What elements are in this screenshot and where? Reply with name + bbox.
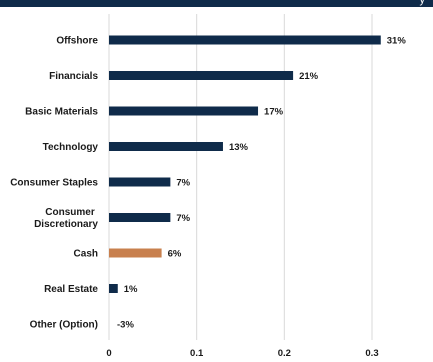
bar-2 xyxy=(109,106,259,116)
category-label-6: Cash xyxy=(74,249,98,260)
value-label-5: 7% xyxy=(176,213,190,224)
category-label-4: Consumer Staples xyxy=(10,178,98,189)
category-label-2: Basic Materials xyxy=(25,107,98,118)
bar-4 xyxy=(109,177,171,187)
header-fragment-text: y xyxy=(419,0,426,6)
value-label-2: 17% xyxy=(264,107,284,118)
x-tick-label-2: 0.2 xyxy=(278,348,291,359)
x-tick-label-0: 0 xyxy=(106,348,111,359)
category-label-5: Consumer Discretionary xyxy=(34,207,98,230)
x-axis-ticks: 0 0.1 0.2 0.3 xyxy=(106,348,378,359)
bar-1 xyxy=(109,71,294,80)
category-label-3: Technology xyxy=(43,142,99,153)
category-label-7: Real Estate xyxy=(44,284,98,295)
header-bar: y xyxy=(0,0,433,7)
value-label-4: 7% xyxy=(176,178,190,189)
bar-7 xyxy=(109,284,118,293)
bars xyxy=(109,35,381,293)
value-label-6: 6% xyxy=(168,249,182,260)
grid-lines xyxy=(108,14,373,340)
category-label-8: Other (Option) xyxy=(30,320,98,331)
value-labels: 31% 21% 17% 13% 7% 7% 6% 1% -3% xyxy=(117,36,406,331)
value-label-7: 1% xyxy=(124,284,138,295)
value-label-3: 13% xyxy=(229,142,249,153)
category-label-1: Financials xyxy=(49,71,98,82)
category-labels: Offshore Financials Basic Materials Technol… xyxy=(10,36,98,331)
bar-3 xyxy=(109,142,223,151)
value-label-1: 21% xyxy=(299,71,319,82)
bar-5 xyxy=(109,213,171,222)
bar-0 xyxy=(109,35,381,45)
category-label-0: Offshore xyxy=(56,36,98,47)
x-tick-label-1: 0.1 xyxy=(190,348,204,359)
x-tick-label-3: 0.3 xyxy=(365,348,378,359)
bar-6 xyxy=(109,248,162,258)
value-label-0: 31% xyxy=(387,36,407,47)
value-label-8: -3% xyxy=(117,320,134,331)
